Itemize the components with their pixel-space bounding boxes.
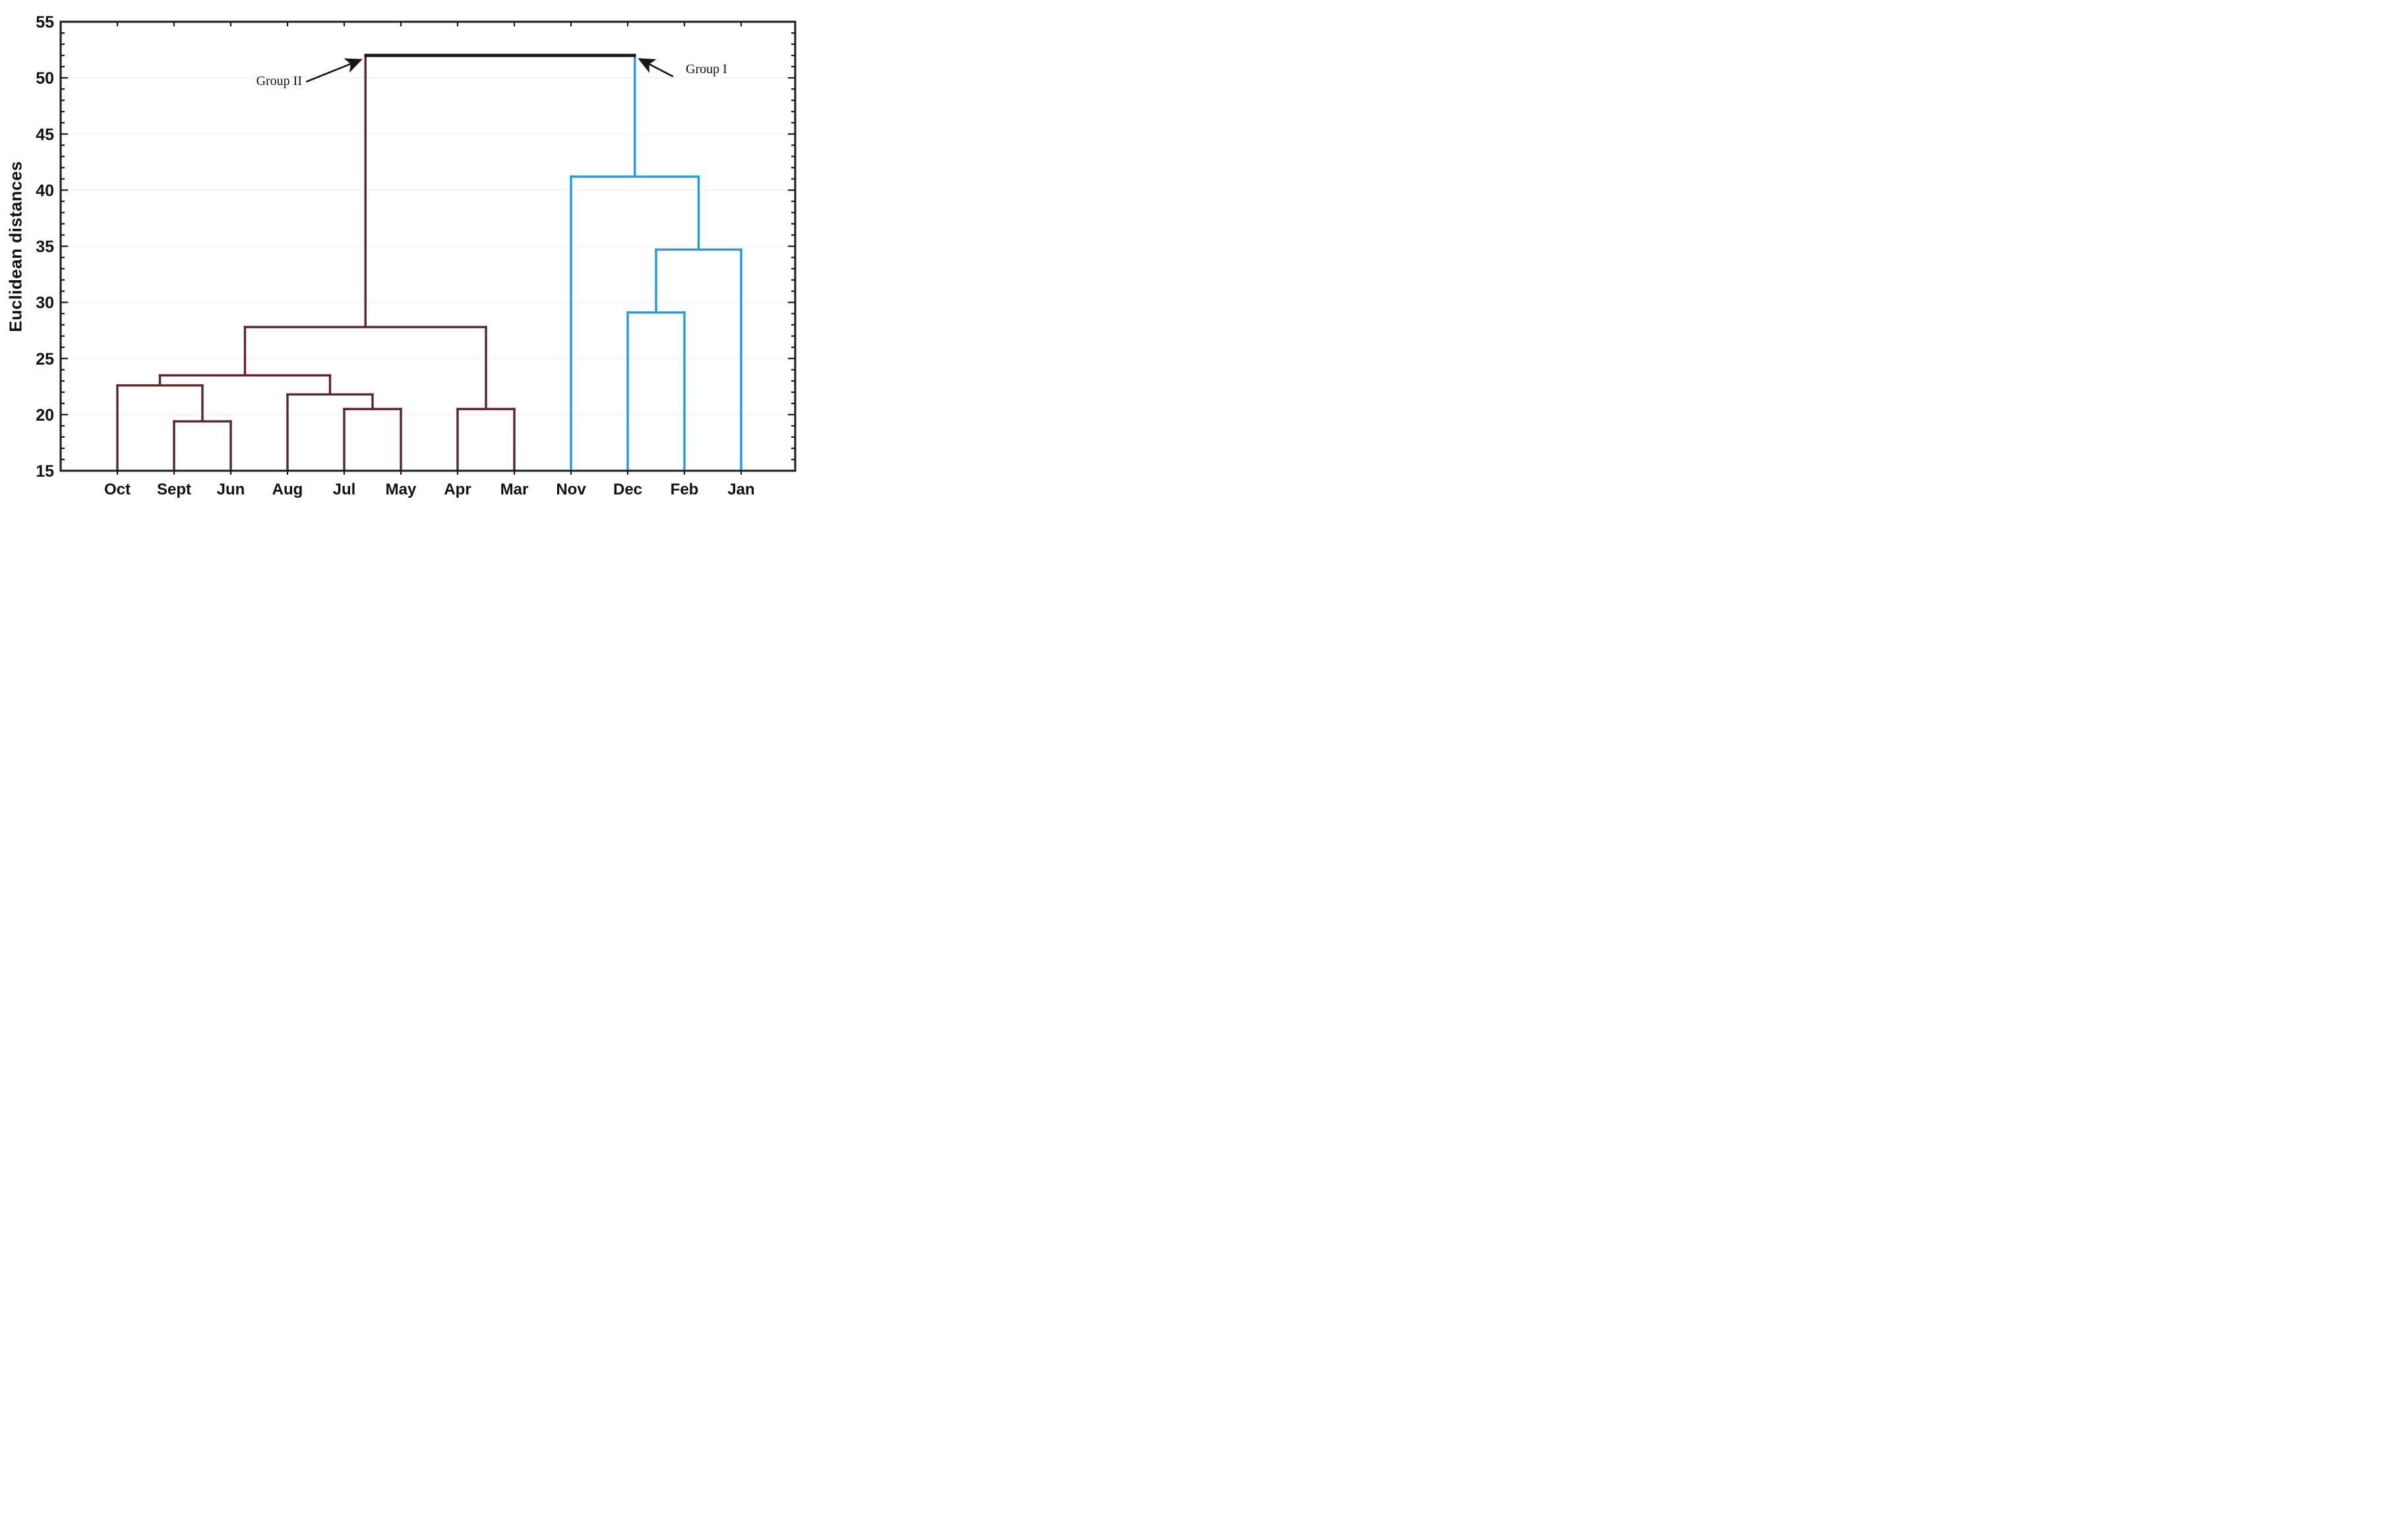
y-tick-label: 50 <box>36 69 54 88</box>
y-tick-label: 25 <box>36 350 54 369</box>
dendrogram-figure: 15 20 25 30 35 40 45 50 55 Oct Sept Jun Aug Jul May Apr… <box>0 0 803 508</box>
y-axis-title: Euclidean distances <box>5 161 26 332</box>
group-i-label: Group I <box>686 62 727 76</box>
month-label: Jun <box>217 481 245 498</box>
y-tick-label: 40 <box>36 181 54 200</box>
group-ii-label: Group II <box>256 74 302 88</box>
group-i-arrow <box>638 58 674 78</box>
month-label: Apr <box>444 481 471 498</box>
y-tick-label: 45 <box>36 125 54 144</box>
y-tick-label: 20 <box>36 406 54 425</box>
y-tick-label: 35 <box>36 238 54 256</box>
y-tick-label: 55 <box>36 13 54 32</box>
y-tick-label: 30 <box>36 294 54 313</box>
month-label: Feb <box>671 481 699 498</box>
month-label: Mar <box>500 481 529 498</box>
month-label: Oct <box>104 481 131 498</box>
y-tick-label: 15 <box>36 462 54 481</box>
month-label: May <box>386 481 417 498</box>
month-label: Jan <box>727 481 754 498</box>
dendrogram-plot: 15 20 25 30 35 40 45 50 55 Oct Sept Jun Aug Jul May Apr… <box>36 13 797 498</box>
month-label: Aug <box>272 481 303 498</box>
month-label: Nov <box>556 481 586 498</box>
group-ii-arrow <box>305 58 363 83</box>
month-label: Jul <box>333 481 356 498</box>
month-label: Sept <box>157 481 191 498</box>
month-label: Dec <box>613 481 642 498</box>
